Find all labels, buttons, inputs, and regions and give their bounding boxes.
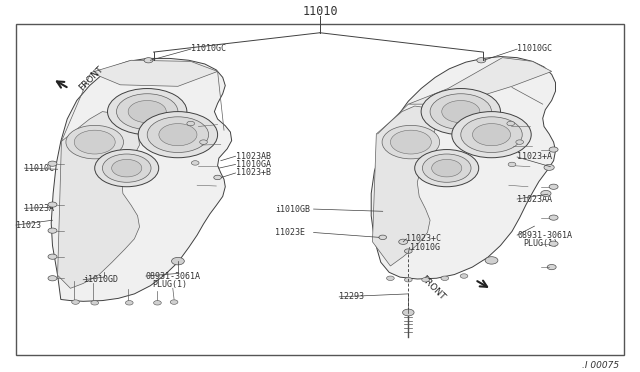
Circle shape — [66, 125, 124, 159]
Text: PLUG(1): PLUG(1) — [524, 239, 559, 248]
Circle shape — [191, 161, 199, 165]
Text: 11010C: 11010C — [24, 164, 54, 173]
Circle shape — [544, 164, 554, 170]
Text: PLUG(1): PLUG(1) — [152, 280, 188, 289]
Text: 11023AA: 11023AA — [517, 195, 552, 203]
Circle shape — [508, 162, 516, 167]
Circle shape — [172, 257, 184, 265]
Circle shape — [390, 130, 431, 154]
Text: FRONT: FRONT — [77, 64, 105, 92]
Text: .I 00075: .I 00075 — [582, 361, 620, 370]
Circle shape — [128, 100, 166, 123]
Circle shape — [403, 309, 414, 316]
Circle shape — [422, 154, 471, 182]
Polygon shape — [58, 112, 140, 288]
Circle shape — [430, 94, 492, 129]
Circle shape — [549, 147, 558, 152]
Circle shape — [422, 278, 429, 282]
Circle shape — [549, 184, 558, 189]
Text: FRONT: FRONT — [419, 275, 447, 302]
Circle shape — [48, 228, 57, 233]
Circle shape — [138, 112, 218, 158]
Text: 11023+B: 11023+B — [236, 169, 271, 177]
Text: 11010G: 11010G — [410, 243, 440, 252]
Circle shape — [147, 117, 209, 153]
Circle shape — [421, 89, 500, 135]
Polygon shape — [91, 60, 218, 86]
Circle shape — [48, 161, 57, 166]
Circle shape — [404, 249, 412, 253]
Text: 11010GC: 11010GC — [517, 44, 552, 53]
Polygon shape — [51, 58, 232, 301]
Text: 11023: 11023 — [16, 221, 41, 230]
Circle shape — [485, 257, 498, 264]
Text: 11023A: 11023A — [24, 204, 54, 213]
Text: 08931-3061A: 08931-3061A — [517, 231, 572, 240]
Circle shape — [507, 121, 515, 126]
Circle shape — [442, 100, 480, 123]
Circle shape — [154, 301, 161, 305]
Text: 12293: 12293 — [339, 292, 364, 301]
Circle shape — [48, 276, 57, 281]
Text: 11010GA: 11010GA — [236, 160, 271, 169]
Circle shape — [387, 276, 394, 280]
Circle shape — [549, 215, 558, 220]
Circle shape — [516, 140, 524, 144]
Circle shape — [541, 190, 551, 196]
Circle shape — [399, 239, 408, 244]
Text: i1010GB: i1010GB — [275, 205, 310, 214]
Text: 11023+A: 11023+A — [517, 153, 552, 161]
Circle shape — [144, 58, 153, 63]
Polygon shape — [372, 106, 435, 266]
Circle shape — [415, 150, 479, 187]
Circle shape — [382, 125, 440, 159]
Circle shape — [95, 150, 159, 187]
Circle shape — [48, 202, 57, 207]
Polygon shape — [371, 57, 556, 279]
Bar — [16, 24, 624, 355]
Circle shape — [461, 117, 522, 153]
Circle shape — [404, 278, 412, 282]
Circle shape — [547, 264, 556, 270]
Circle shape — [187, 121, 195, 126]
Circle shape — [74, 130, 115, 154]
Circle shape — [116, 94, 178, 129]
Circle shape — [111, 159, 142, 177]
Circle shape — [102, 154, 151, 182]
Circle shape — [200, 140, 207, 144]
Circle shape — [431, 159, 462, 177]
Circle shape — [91, 301, 99, 305]
Circle shape — [477, 58, 486, 63]
Circle shape — [460, 274, 468, 278]
Text: 11010: 11010 — [302, 5, 338, 17]
Circle shape — [452, 112, 531, 158]
Text: 11023AB: 11023AB — [236, 152, 271, 161]
Circle shape — [472, 124, 511, 146]
Text: i1010GD: i1010GD — [83, 275, 118, 284]
Circle shape — [125, 301, 133, 305]
Circle shape — [108, 89, 187, 135]
Circle shape — [441, 276, 449, 280]
Circle shape — [549, 241, 558, 246]
Text: 11010GC: 11010GC — [191, 44, 226, 53]
Polygon shape — [408, 58, 552, 104]
Circle shape — [72, 300, 79, 304]
Circle shape — [48, 254, 57, 259]
Text: 08931-3061A: 08931-3061A — [146, 272, 201, 280]
Text: 11023+C: 11023+C — [406, 234, 442, 243]
Text: 11023E: 11023E — [275, 228, 305, 237]
Circle shape — [379, 235, 387, 240]
Circle shape — [170, 300, 178, 304]
Circle shape — [159, 124, 197, 146]
Circle shape — [214, 175, 221, 180]
